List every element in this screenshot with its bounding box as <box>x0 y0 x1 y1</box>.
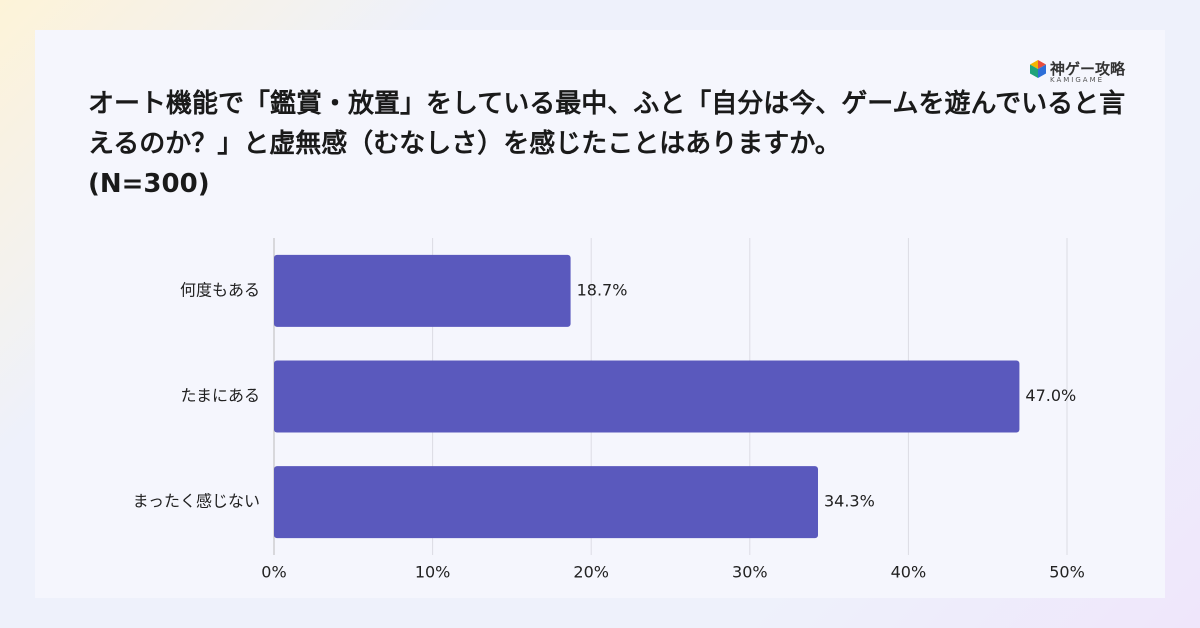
brand-icon <box>1030 60 1046 78</box>
y-tick-label: まったく感じない <box>133 492 260 511</box>
bar <box>274 466 818 539</box>
y-tick-label: 何度もある <box>180 280 260 299</box>
data-label: 34.3% <box>824 492 875 511</box>
data-label: 47.0% <box>1025 386 1076 405</box>
data-label: 18.7% <box>577 280 628 299</box>
title-block: オート機能で「鑑賞・放置」をしている最中、ふと「自分は今、ゲームを遊んでいると言… <box>88 84 1128 204</box>
x-tick-label: 30% <box>732 563 768 582</box>
bar <box>274 254 571 327</box>
x-tick-label: 40% <box>891 563 927 582</box>
x-tick-label: 50% <box>1049 563 1085 582</box>
x-tick-label: 20% <box>573 563 609 582</box>
x-tick-label: 0% <box>261 563 286 582</box>
x-tick-label: 10% <box>415 563 451 582</box>
brand-sub: KAMIGAME <box>1050 76 1105 84</box>
brand-name: 神ゲー攻略 <box>1050 60 1126 78</box>
chart-subtitle: (N=300) <box>88 169 210 199</box>
chart-title: オート機能で「鑑賞・放置」をしている最中、ふと「自分は今、ゲームを遊んでいると言… <box>88 89 1126 159</box>
y-tick-label: たまにある <box>180 386 260 405</box>
bar <box>274 360 1020 433</box>
